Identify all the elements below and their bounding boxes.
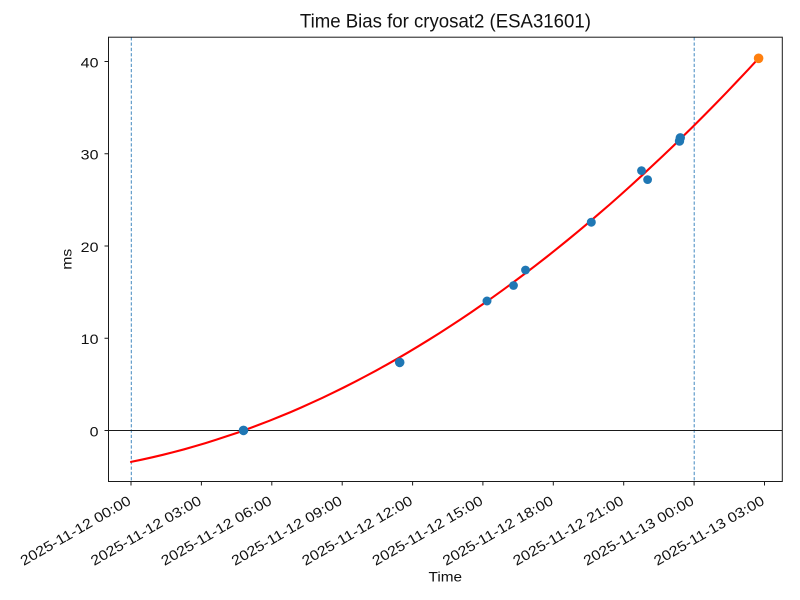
svg-text:20: 20: [81, 239, 99, 255]
svg-text:ms: ms: [59, 249, 75, 270]
svg-text:Time Bias for cryosat2 (ESA316: Time Bias for cryosat2 (ESA31601): [300, 11, 591, 33]
svg-text:30: 30: [81, 147, 99, 163]
svg-text:40: 40: [81, 54, 99, 70]
svg-text:10: 10: [81, 331, 99, 347]
svg-text:Time: Time: [429, 568, 463, 584]
svg-text:0: 0: [90, 423, 99, 439]
